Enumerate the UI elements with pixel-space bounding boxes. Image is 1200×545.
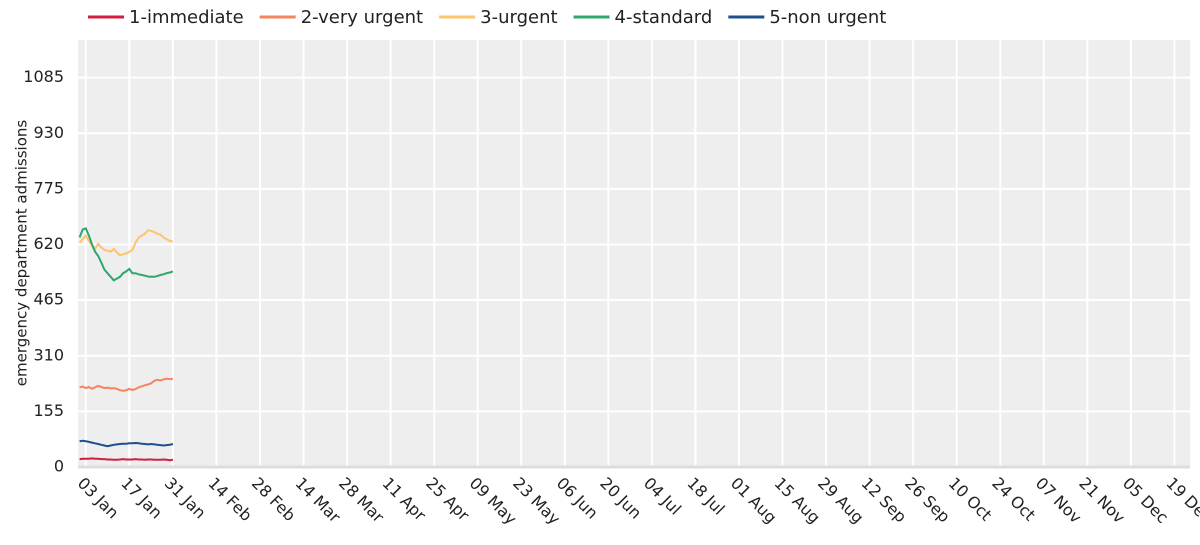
x-tick-label: 10 Oct: [945, 474, 996, 525]
series-line: [79, 377, 174, 392]
legend-label: 4-standard: [615, 7, 713, 28]
y-tick-label: 155: [33, 401, 64, 420]
x-tick-label: 31 Jan: [161, 474, 210, 523]
x-tick-label: 28 Mar: [335, 474, 388, 527]
x-tick-label: 29 Aug: [814, 474, 868, 528]
y-tick-label: 775: [33, 178, 64, 197]
series-line: [78, 229, 174, 257]
series-line: [78, 227, 174, 282]
x-tick-label: 20 Jun: [596, 474, 645, 523]
x-tick-label: 25 Apr: [422, 474, 473, 525]
legend-label: 1-immediate: [129, 7, 244, 28]
y-tick-label: 1085: [23, 67, 64, 86]
x-tick-label: 14 Feb: [204, 474, 255, 525]
x-tick-label: 11 Apr: [379, 474, 430, 525]
legend-label: 5-non urgent: [769, 7, 886, 28]
x-tick-label: 03 Jan: [74, 474, 123, 523]
legend-label: 3-urgent: [480, 7, 557, 28]
x-tick-label: 21 Nov: [1075, 474, 1129, 528]
y-axis-label: emergency department admissions: [13, 120, 31, 387]
y-tick-label: 930: [33, 123, 64, 142]
y-tick-label: 310: [33, 345, 64, 364]
plot-background: [78, 40, 1190, 467]
x-tick-label: 15 Aug: [771, 474, 825, 528]
x-tick-label: 12 Sep: [858, 474, 911, 527]
series-line: [79, 457, 174, 462]
x-tick-label: 01 Aug: [727, 474, 781, 528]
series-line: [79, 439, 174, 448]
x-tick-label: 26 Sep: [901, 474, 954, 527]
x-tick-label: 09 May: [466, 474, 521, 529]
x-tick-label: 07 Nov: [1032, 474, 1086, 528]
legend-label: 2-very urgent: [301, 7, 423, 28]
x-tick-label: 23 May: [509, 474, 564, 529]
x-tick-label: 18 Jul: [683, 474, 728, 519]
x-tick-label: 24 Oct: [988, 474, 1039, 525]
y-tick-label: 465: [33, 290, 64, 309]
x-tick-label: 19 Dec: [1162, 474, 1200, 527]
x-tick-label: 05 Dec: [1119, 474, 1172, 527]
y-tick-label: 0: [54, 457, 64, 476]
x-tick-label: 04 Jul: [640, 474, 685, 519]
x-tick-label: 14 Mar: [292, 474, 345, 527]
y-tick-label: 620: [33, 234, 64, 253]
x-tick-label: 17 Jan: [117, 474, 166, 523]
x-tick-label: 28 Feb: [248, 474, 299, 525]
